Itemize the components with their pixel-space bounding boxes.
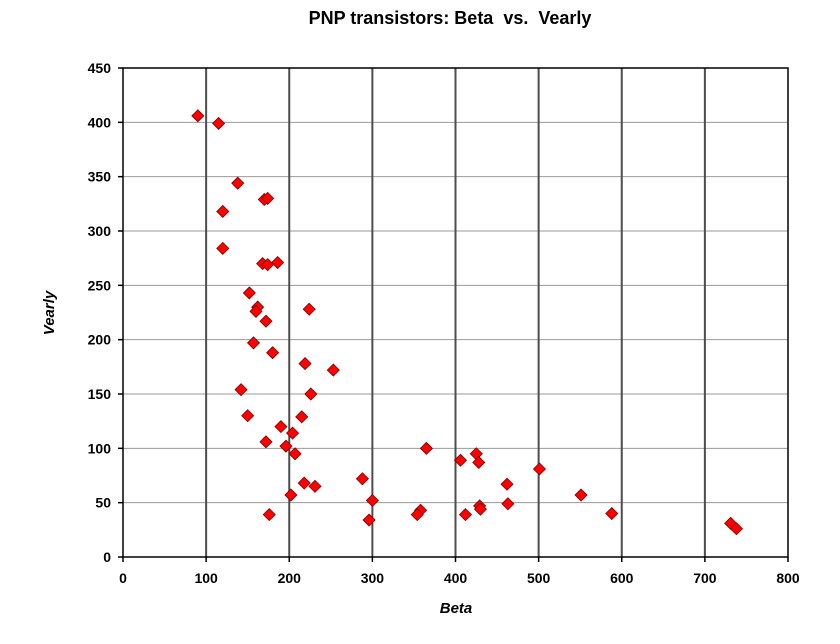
x-tick-label: 200: [278, 570, 302, 586]
data-point: [234, 383, 248, 397]
data-point: [266, 346, 280, 360]
x-axis-label: Beta: [440, 600, 473, 617]
y-tick-label: 150: [88, 386, 112, 402]
data-point: [231, 176, 245, 190]
y-tick-label: 200: [88, 332, 112, 348]
data-point: [279, 439, 293, 453]
data-point: [472, 455, 486, 470]
y-tick-label: 300: [88, 223, 112, 239]
data-point: [191, 109, 205, 123]
y-tick-label: 50: [95, 495, 111, 511]
chart-title: PNP transistors: Beta vs. Vearly: [309, 8, 592, 28]
data-point: [259, 435, 273, 449]
x-tick-label: 0: [119, 570, 127, 586]
data-point: [259, 314, 273, 328]
data-point: [410, 508, 424, 522]
y-axis-label: Vearly: [41, 290, 58, 335]
data-point: [355, 472, 369, 486]
data-point: [295, 410, 309, 424]
data-point: [574, 488, 588, 502]
data-point: [241, 409, 255, 423]
x-tick-label: 100: [194, 570, 218, 586]
data-point: [298, 357, 312, 371]
data-point: [532, 462, 547, 476]
data-point: [473, 502, 488, 516]
y-tick-label: 250: [88, 277, 112, 293]
data-point: [729, 522, 744, 536]
data-point: [605, 506, 619, 521]
x-tick-label: 300: [361, 570, 385, 586]
y-tick-label: 400: [88, 114, 112, 130]
data-point: [284, 488, 298, 502]
data-point: [242, 286, 256, 300]
data-point: [501, 497, 515, 511]
grid: [123, 68, 788, 557]
data-point: [249, 304, 263, 318]
tick-labels: 0 100 200 300 400 500 600 700 800 0 50 100 150 200 250…: [88, 60, 800, 586]
x-tick-label: 700: [693, 570, 717, 586]
x-tick-label: 500: [527, 570, 551, 586]
data-point: [286, 426, 300, 440]
data-point: [302, 302, 316, 316]
data-point: [308, 479, 322, 493]
data-point: [453, 453, 468, 467]
y-tick-label: 450: [88, 60, 112, 76]
y-tick-label: 350: [88, 169, 112, 185]
y-tick-label: 0: [103, 549, 111, 565]
data-point: [246, 336, 261, 350]
data-point: [365, 493, 379, 508]
data-point: [271, 255, 285, 270]
x-tick-label: 800: [776, 570, 800, 586]
data-point: [262, 508, 276, 522]
data-point: [297, 476, 311, 490]
data-point: [500, 477, 514, 491]
data-point: [304, 387, 318, 401]
y-tick-label: 100: [88, 440, 112, 456]
data-point: [326, 363, 340, 377]
data-points: [191, 109, 744, 536]
data-point: [288, 447, 302, 461]
data-point: [216, 241, 230, 255]
data-point: [419, 441, 433, 455]
data-point: [216, 204, 230, 219]
data-point: [458, 508, 473, 522]
data-point: [362, 513, 376, 527]
x-tick-label: 400: [444, 570, 468, 586]
data-point: [274, 420, 288, 434]
x-tick-label: 600: [610, 570, 634, 586]
data-point: [261, 191, 275, 205]
data-point: [212, 116, 226, 130]
